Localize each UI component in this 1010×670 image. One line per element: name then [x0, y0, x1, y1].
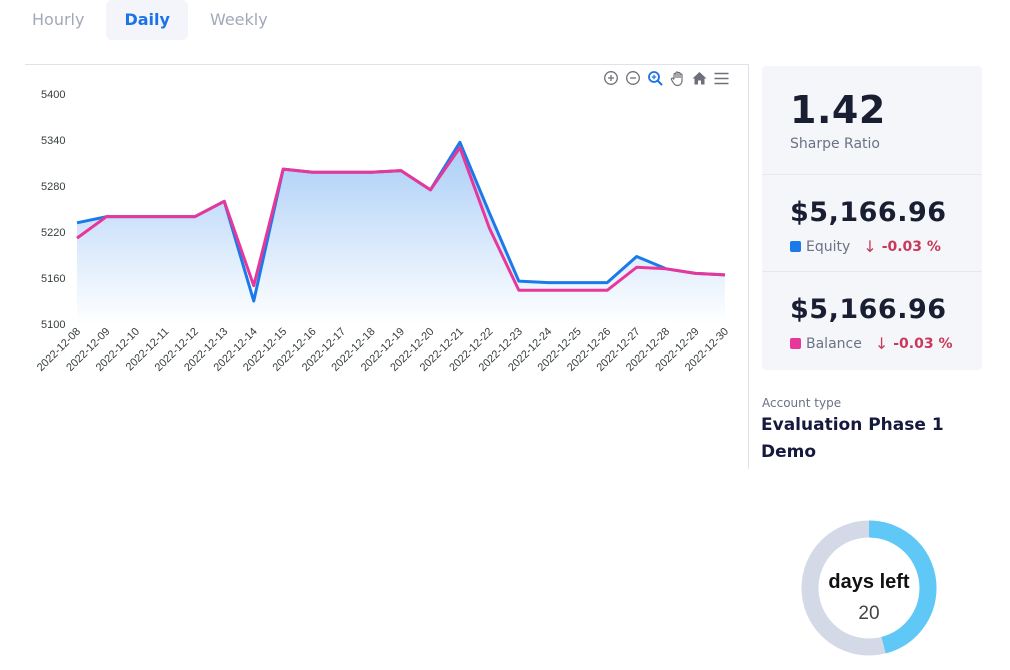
stats-panel: 1.42 Sharpe Ratio $5,166.96 Equity ↓ -0.…	[762, 66, 982, 370]
down-arrow-icon: ↓	[863, 237, 877, 256]
down-arrow-icon: ↓	[874, 334, 889, 353]
equity-area	[77, 142, 725, 324]
tab-hourly[interactable]: Hourly	[32, 10, 85, 29]
menu-icon[interactable]	[712, 69, 730, 87]
days-left-label: days left	[828, 571, 909, 593]
tab-weekly[interactable]: Weekly	[209, 10, 268, 29]
equity-swatch-icon	[790, 241, 801, 252]
equity-sub: Equity ↓ -0.03 %	[790, 237, 941, 256]
y-tick-label: 5340	[41, 135, 65, 147]
sharpe-sub: Sharpe Ratio	[790, 136, 880, 152]
account-type-label: Account type	[762, 396, 842, 410]
pan-hand-icon[interactable]	[668, 69, 686, 87]
sharpe-card: 1.42 Sharpe Ratio	[762, 66, 982, 174]
y-tick-label: 5400	[41, 89, 65, 101]
y-tick-label: 5100	[41, 319, 65, 331]
zoom-selection-icon[interactable]	[646, 69, 664, 87]
tab-daily[interactable]: Daily	[106, 0, 188, 40]
home-reset-icon[interactable]	[690, 69, 708, 87]
zoom-in-icon[interactable]	[602, 69, 620, 87]
balance-sub: Balance ↓ -0.03 %	[790, 334, 953, 353]
balance-change: -0.03 %	[893, 335, 953, 352]
equity-card: $5,166.96 Equity ↓ -0.03 %	[762, 174, 982, 272]
balance-line	[76, 146, 726, 292]
balance-value: $5,166.96	[790, 294, 947, 325]
equity-value: $5,166.96	[790, 197, 947, 228]
balance-swatch-icon	[790, 338, 801, 349]
donut-progress	[801, 520, 937, 656]
period-tabs: Hourly Daily Weekly	[14, 0, 286, 40]
equity-change: -0.03 %	[881, 238, 941, 255]
chart-plot: 5400534052805220516051002022-12-082022-1…	[35, 89, 731, 374]
zoom-out-icon[interactable]	[624, 69, 642, 87]
y-tick-label: 5220	[41, 227, 65, 239]
days-left-donut: days left 20	[801, 520, 937, 656]
equity-label: Equity	[806, 238, 851, 255]
sharpe-value: 1.42	[790, 88, 886, 132]
equity-balance-chart: 5400 5340 5280 5220 5160 5100 2022-12-08 2022-1…	[25, 64, 749, 469]
account-type-value: Evaluation Phase 1 Demo	[761, 415, 944, 462]
balance-card: $5,166.96 Balance ↓ -0.03 %	[762, 271, 982, 371]
y-tick-label: 5280	[41, 181, 65, 193]
chart-toolbar	[602, 69, 730, 87]
balance-label: Balance	[806, 335, 862, 352]
days-left-value: 20	[858, 603, 879, 624]
y-tick-label: 5160	[41, 273, 65, 285]
sharpe-label: Sharpe Ratio	[790, 136, 880, 152]
